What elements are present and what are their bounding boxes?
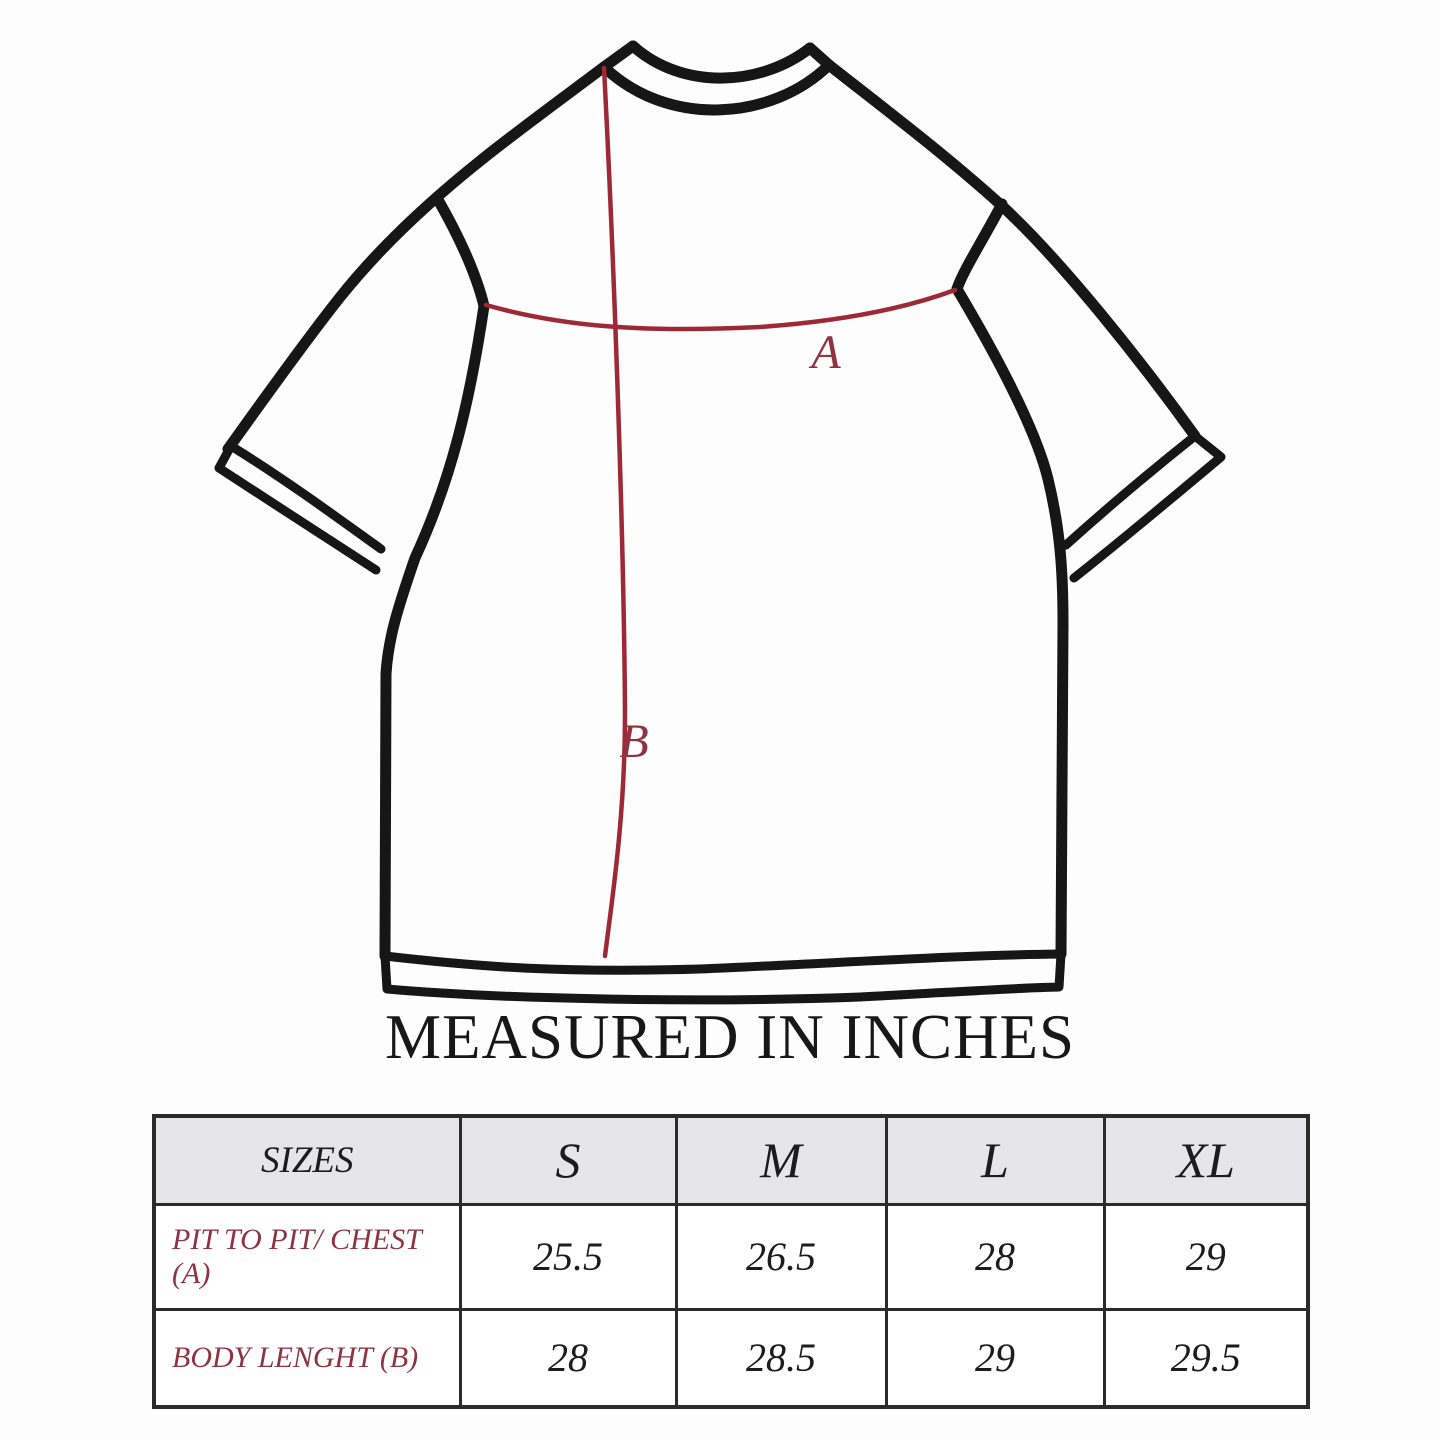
chest-label-a: A [808,326,841,379]
header-cell-m: M [674,1114,888,1206]
size-chart-table: SIZES S M L XL PIT TO PIT/ CHEST (A) 25.… [152,1114,1310,1409]
chest-measure-line [483,287,958,332]
left-armhole-seam [431,192,490,312]
header-cell-xl: XL [1102,1114,1310,1206]
hem-band [380,949,1066,1005]
length-measure-line [601,65,628,959]
header-cell-s: S [458,1114,678,1206]
cell-chest-xl: 29 [1102,1202,1310,1311]
left-body-edge [379,300,490,962]
table-row-body-length: BODY LENGHT (B) 28 28.5 29 29.5 [152,1307,1310,1409]
length-label-b: B [619,715,648,768]
cell-length-m: 28.5 [674,1307,888,1409]
right-cuff-band [1061,431,1226,583]
cell-chest-l: 28 [884,1202,1106,1311]
cell-length-s: 28 [458,1307,678,1409]
cell-chest-m: 26.5 [674,1202,888,1311]
header-cell-l: L [884,1114,1106,1206]
right-armhole-seam [951,198,1008,295]
row-label-pit-to-pit-chest: PIT TO PIT/ CHEST (A) [152,1202,462,1311]
row-label-body-length: BODY LENGHT (B) [152,1307,462,1409]
collar-outer-line [627,40,816,84]
cell-chest-s: 25.5 [458,1202,678,1311]
cell-length-xl: 29.5 [1102,1307,1310,1409]
measured-in-inches-note: MEASURED IN INCHES [384,1002,1076,1072]
collar-inner-line [598,59,835,116]
left-cuff-band [214,441,386,575]
left-shoulder-sleeve-line [222,40,639,455]
cell-length-l: 29 [884,1307,1106,1409]
header-cell-sizes: SIZES [152,1114,462,1206]
table-row-chest: PIT TO PIT/ CHEST (A) 25.5 26.5 28 29 [152,1202,1310,1311]
size-table-header-row: SIZES S M L XL [152,1114,1310,1206]
right-body-edge [951,283,1069,960]
